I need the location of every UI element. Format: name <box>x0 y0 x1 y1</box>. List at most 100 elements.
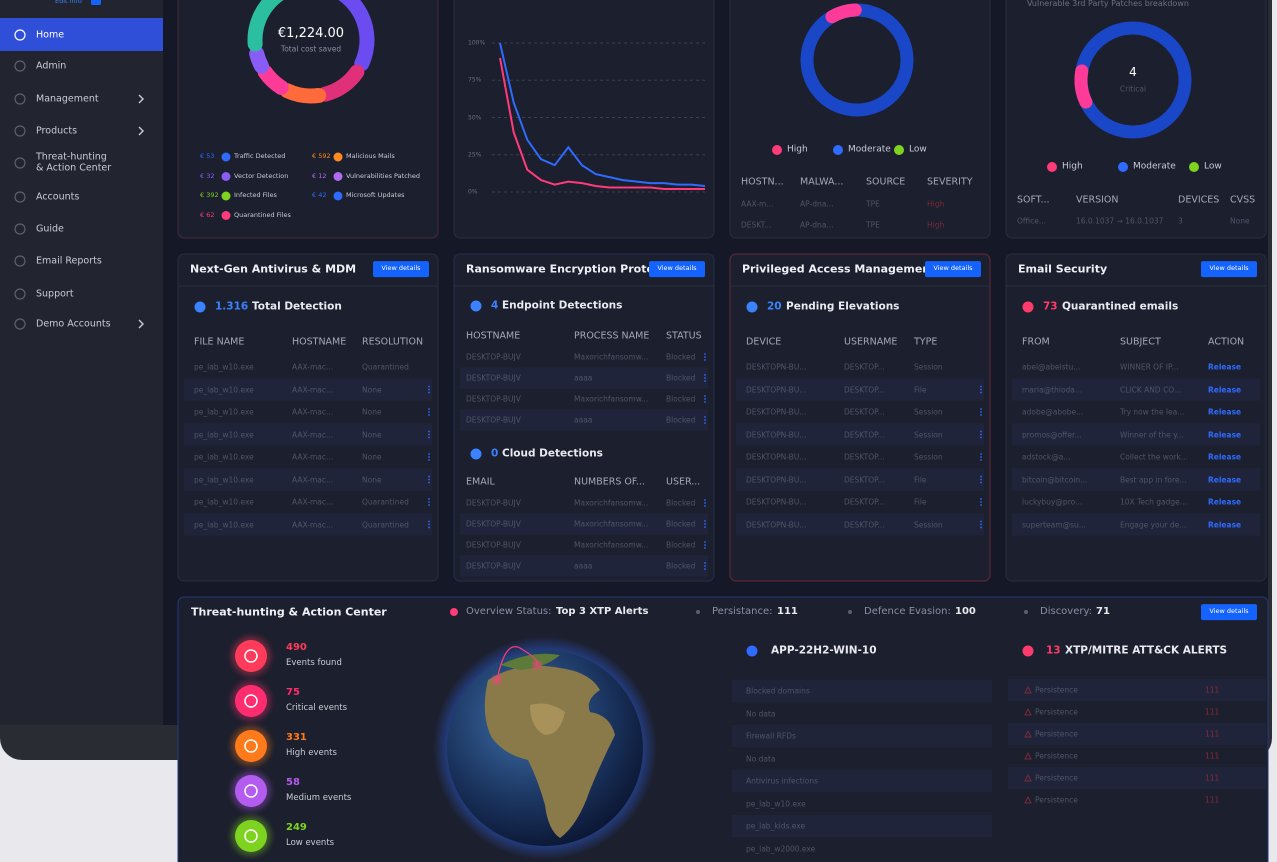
status-dot <box>1047 162 1057 172</box>
status-value: Top 3 XTP Alerts <box>556 606 649 617</box>
status-dot <box>772 145 782 155</box>
table-cell: DESKTOP-BUJV <box>466 540 521 550</box>
total-caption: Total cost saved <box>280 44 342 54</box>
row-menu <box>704 359 706 361</box>
donut-segment <box>1074 21 1192 139</box>
row-stripe <box>1012 423 1260 446</box>
table-cell: File <box>914 385 927 394</box>
row-stripe <box>1008 767 1266 789</box>
detection-label: Quarantined emails <box>1062 300 1179 313</box>
row-menu <box>428 481 430 484</box>
host-row: pe_lab_w10.exe <box>746 799 806 808</box>
nav-item[interactable]: Accounts <box>36 191 80 203</box>
status-dot <box>833 145 843 155</box>
table-cell: Session <box>914 407 943 417</box>
top-link[interactable]: Edit info <box>55 0 82 6</box>
nav-item[interactable]: Products <box>36 125 78 137</box>
nav-icon <box>14 288 26 300</box>
view-details-button[interactable]: View details <box>1201 261 1257 277</box>
view-details-button[interactable]: View details <box>649 261 705 277</box>
row-menu <box>704 377 706 379</box>
view-details-button[interactable]: View details <box>373 261 429 277</box>
table-cell: Session <box>914 362 943 372</box>
card-title: Next-Gen Antivirus & MDM <box>190 262 357 276</box>
table-header: SOFT... <box>1017 194 1050 206</box>
stat-label: Critical events <box>286 702 348 713</box>
alert-count: 13 <box>1046 644 1061 657</box>
nav-icon <box>14 255 26 267</box>
row-menu <box>980 475 982 478</box>
nav-item[interactable]: Demo Accounts <box>36 318 111 330</box>
card <box>729 253 991 582</box>
stat-icon <box>235 775 267 807</box>
globe <box>433 636 657 860</box>
row-stripe <box>736 378 984 401</box>
table-cell: DESKTOP... <box>844 497 885 507</box>
table-cell: DESKTOP... <box>844 430 885 439</box>
table-header: SEVERITY <box>927 176 973 188</box>
row-menu <box>428 475 430 478</box>
globe-land <box>500 653 560 670</box>
table-header: EMAIL <box>466 476 495 488</box>
table-cell: Maxorichfansomw... <box>574 498 649 508</box>
view-details-button[interactable]: View details <box>1201 604 1257 620</box>
alert-value: 111 <box>1205 729 1220 739</box>
status-dot <box>221 152 231 162</box>
legend-label: Low <box>1204 161 1222 172</box>
table-header: HOSTNAME <box>466 330 521 342</box>
nav-item[interactable]: Support <box>36 288 74 300</box>
critical-label: Critical <box>1119 84 1147 94</box>
sidebar <box>0 0 163 725</box>
alert-icon <box>1024 707 1032 716</box>
alert-value: 111 <box>1205 707 1220 717</box>
status-dot <box>470 448 482 460</box>
alert-value: 111 <box>1205 685 1220 695</box>
row-menu <box>428 478 430 481</box>
table-cell: AP-dna... <box>800 199 834 209</box>
status-dot <box>848 610 852 614</box>
row-menu <box>428 430 430 433</box>
table-cell: File <box>914 475 927 484</box>
alert-icon <box>1024 685 1032 694</box>
table-cell: High <box>927 199 945 209</box>
nav-item[interactable]: Email Reports <box>36 255 102 267</box>
status-dot <box>1022 301 1034 313</box>
alert-name: Persistence <box>1035 685 1078 695</box>
table-cell: Blocked <box>666 373 696 383</box>
table-cell: 3 <box>1178 216 1183 226</box>
row-stripe <box>732 815 992 837</box>
view-details-button[interactable]: View details <box>925 261 981 277</box>
table-cell: abel@abelstu... <box>1022 362 1081 372</box>
table-cell: DESKTOPN-BU... <box>746 430 807 439</box>
table-cell: aaaa <box>574 373 593 383</box>
table-cell: None <box>1230 216 1250 226</box>
row-stripe <box>732 680 992 702</box>
status-dot <box>470 300 482 312</box>
table-cell: Release <box>1208 520 1242 529</box>
nav-item[interactable]: Guide <box>36 223 64 235</box>
table-header: STATUS <box>666 330 702 342</box>
table-cell: Quarantined <box>362 497 409 507</box>
table-cell: Best app in fore... <box>1120 475 1187 484</box>
table-cell: DESKTOPN-BU... <box>746 497 807 507</box>
nav-item[interactable]: Threat-hunting & Action Center <box>36 151 112 174</box>
row-stripe <box>460 555 708 577</box>
status-dot <box>746 645 758 657</box>
table-header: HOSTN... <box>741 176 784 188</box>
nav-icon <box>14 318 26 330</box>
nav-item[interactable]: Home <box>36 29 65 41</box>
stat-icon-glyph <box>244 649 258 663</box>
row-menu <box>704 356 706 358</box>
stat-value: 331 <box>286 732 307 743</box>
nav-item[interactable]: Admin <box>36 60 67 72</box>
legend-amount: € 592 <box>312 152 331 161</box>
table-cell: superteam@su... <box>1022 520 1086 529</box>
donut-segment <box>247 0 375 104</box>
status-dot <box>1022 645 1034 657</box>
table-header: TYPE <box>914 336 938 348</box>
table-cell: AAX-mac... <box>292 497 334 507</box>
legend-label: Malicious Mails <box>346 152 395 161</box>
status-dot <box>1189 162 1199 172</box>
table-header: HOSTNAME <box>292 336 347 348</box>
nav-item[interactable]: Management <box>36 93 99 105</box>
